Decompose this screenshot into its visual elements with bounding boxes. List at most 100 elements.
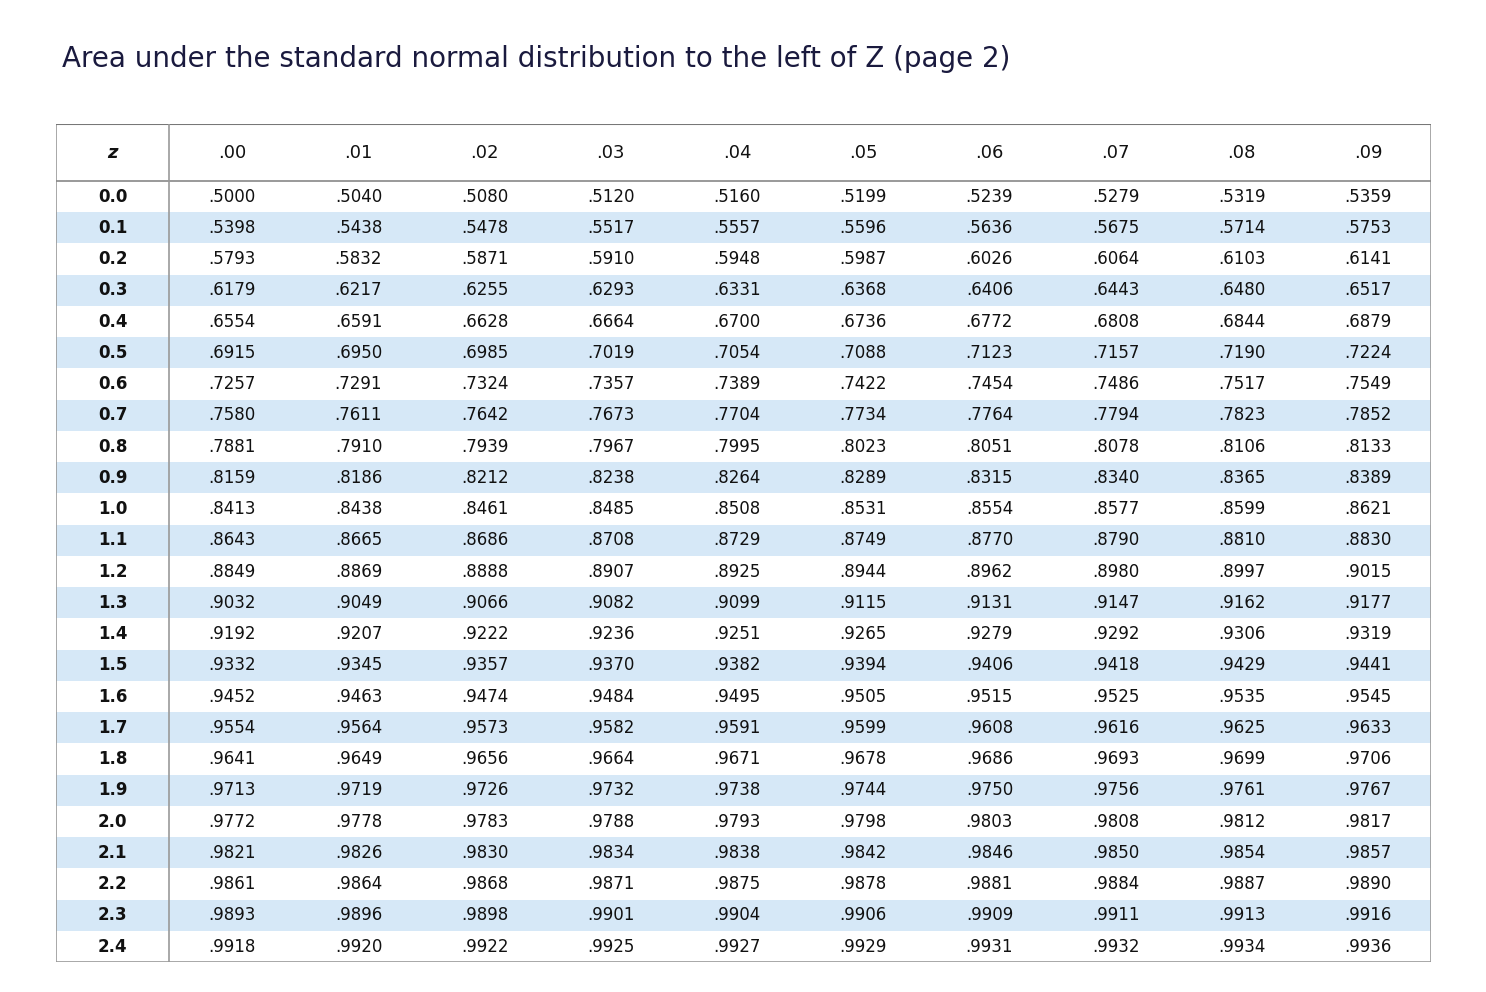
- Text: .7611: .7611: [334, 407, 382, 425]
- Bar: [56, 712, 1431, 743]
- Bar: [56, 806, 1431, 837]
- Text: .05: .05: [849, 144, 877, 162]
- Text: .7357: .7357: [587, 375, 635, 393]
- Text: .7054: .7054: [713, 344, 761, 362]
- Text: .9545: .9545: [1345, 687, 1391, 705]
- Text: .9306: .9306: [1219, 625, 1266, 643]
- Text: .8749: .8749: [840, 532, 887, 550]
- Text: 1.4: 1.4: [98, 625, 128, 643]
- Text: .6406: .6406: [966, 282, 1013, 300]
- Text: 1.1: 1.1: [98, 532, 128, 550]
- Text: .9686: .9686: [966, 750, 1013, 768]
- Text: .8980: .8980: [1092, 562, 1140, 580]
- Bar: [56, 587, 1431, 618]
- Text: .9830: .9830: [461, 844, 508, 862]
- Text: .9474: .9474: [461, 687, 508, 705]
- Text: .9192: .9192: [208, 625, 256, 643]
- Text: .9834: .9834: [587, 844, 635, 862]
- Text: .5753: .5753: [1345, 219, 1391, 237]
- Text: .5199: .5199: [840, 187, 887, 205]
- Text: .9616: .9616: [1092, 719, 1140, 737]
- Text: .9591: .9591: [713, 719, 761, 737]
- Text: .7794: .7794: [1092, 407, 1140, 425]
- Text: .9608: .9608: [966, 719, 1013, 737]
- Text: .5160: .5160: [713, 187, 761, 205]
- Text: .9049: .9049: [334, 594, 382, 612]
- Text: .7324: .7324: [461, 375, 508, 393]
- Text: .9922: .9922: [461, 937, 508, 955]
- Text: .06: .06: [975, 144, 1003, 162]
- Text: .6179: .6179: [208, 282, 256, 300]
- Text: .8810: .8810: [1219, 532, 1266, 550]
- Text: .9370: .9370: [587, 657, 635, 675]
- Text: .8508: .8508: [713, 500, 761, 518]
- Text: .9429: .9429: [1219, 657, 1266, 675]
- Text: .6985: .6985: [461, 344, 508, 362]
- Text: .9936: .9936: [1345, 937, 1391, 955]
- Text: .9706: .9706: [1345, 750, 1391, 768]
- Text: .8159: .8159: [208, 469, 256, 487]
- Text: .9292: .9292: [1092, 625, 1140, 643]
- Text: .9279: .9279: [966, 625, 1013, 643]
- Text: .7995: .7995: [713, 437, 761, 455]
- Text: .9463: .9463: [334, 687, 382, 705]
- Text: .5987: .5987: [840, 250, 887, 268]
- Text: .6915: .6915: [208, 344, 256, 362]
- Text: .07: .07: [1101, 144, 1129, 162]
- Text: 0.6: 0.6: [98, 375, 128, 393]
- Text: .7910: .7910: [334, 437, 382, 455]
- Text: .8686: .8686: [461, 532, 508, 550]
- Text: .9319: .9319: [1345, 625, 1392, 643]
- Text: .7224: .7224: [1345, 344, 1392, 362]
- Text: .7549: .7549: [1345, 375, 1391, 393]
- Text: .9332: .9332: [208, 657, 256, 675]
- Text: .8944: .8944: [840, 562, 887, 580]
- Text: .8389: .8389: [1345, 469, 1391, 487]
- Text: 2.3: 2.3: [98, 907, 128, 925]
- Bar: [56, 306, 1431, 337]
- Text: .9162: .9162: [1219, 594, 1266, 612]
- Text: .7257: .7257: [208, 375, 256, 393]
- Text: .5398: .5398: [208, 219, 256, 237]
- Text: .9535: .9535: [1219, 687, 1266, 705]
- Text: .6591: .6591: [334, 312, 382, 330]
- Text: .9656: .9656: [461, 750, 508, 768]
- Text: .9821: .9821: [208, 844, 256, 862]
- Text: .7580: .7580: [208, 407, 256, 425]
- Text: 1.7: 1.7: [98, 719, 128, 737]
- Text: .9803: .9803: [966, 812, 1013, 830]
- Bar: [56, 275, 1431, 306]
- Text: .9495: .9495: [713, 687, 761, 705]
- Text: .5793: .5793: [208, 250, 256, 268]
- Text: .9738: .9738: [713, 782, 761, 800]
- Text: .8869: .8869: [334, 562, 382, 580]
- Bar: [56, 930, 1431, 962]
- Text: .9099: .9099: [713, 594, 761, 612]
- Bar: [56, 181, 1431, 212]
- Text: .6517: .6517: [1345, 282, 1391, 300]
- Text: .8830: .8830: [1345, 532, 1391, 550]
- Text: 0.0: 0.0: [98, 187, 128, 205]
- Text: .5675: .5675: [1092, 219, 1140, 237]
- Text: .9015: .9015: [1345, 562, 1391, 580]
- Text: .9131: .9131: [966, 594, 1013, 612]
- Text: .8485: .8485: [587, 500, 635, 518]
- Text: .9929: .9929: [840, 937, 887, 955]
- Text: .7486: .7486: [1092, 375, 1140, 393]
- Text: 1.3: 1.3: [98, 594, 128, 612]
- Text: .9925: .9925: [587, 937, 635, 955]
- Bar: [56, 681, 1431, 712]
- Text: 1.9: 1.9: [98, 782, 128, 800]
- Text: .7673: .7673: [587, 407, 635, 425]
- Text: .9767: .9767: [1345, 782, 1391, 800]
- Text: .6026: .6026: [966, 250, 1013, 268]
- Text: .9573: .9573: [461, 719, 508, 737]
- Text: .9564: .9564: [334, 719, 382, 737]
- Text: .5636: .5636: [966, 219, 1013, 237]
- Text: .9898: .9898: [461, 907, 508, 925]
- Text: .7704: .7704: [713, 407, 761, 425]
- Text: 1.2: 1.2: [98, 562, 128, 580]
- Text: .5517: .5517: [587, 219, 635, 237]
- Text: .8264: .8264: [713, 469, 761, 487]
- Text: .9177: .9177: [1345, 594, 1391, 612]
